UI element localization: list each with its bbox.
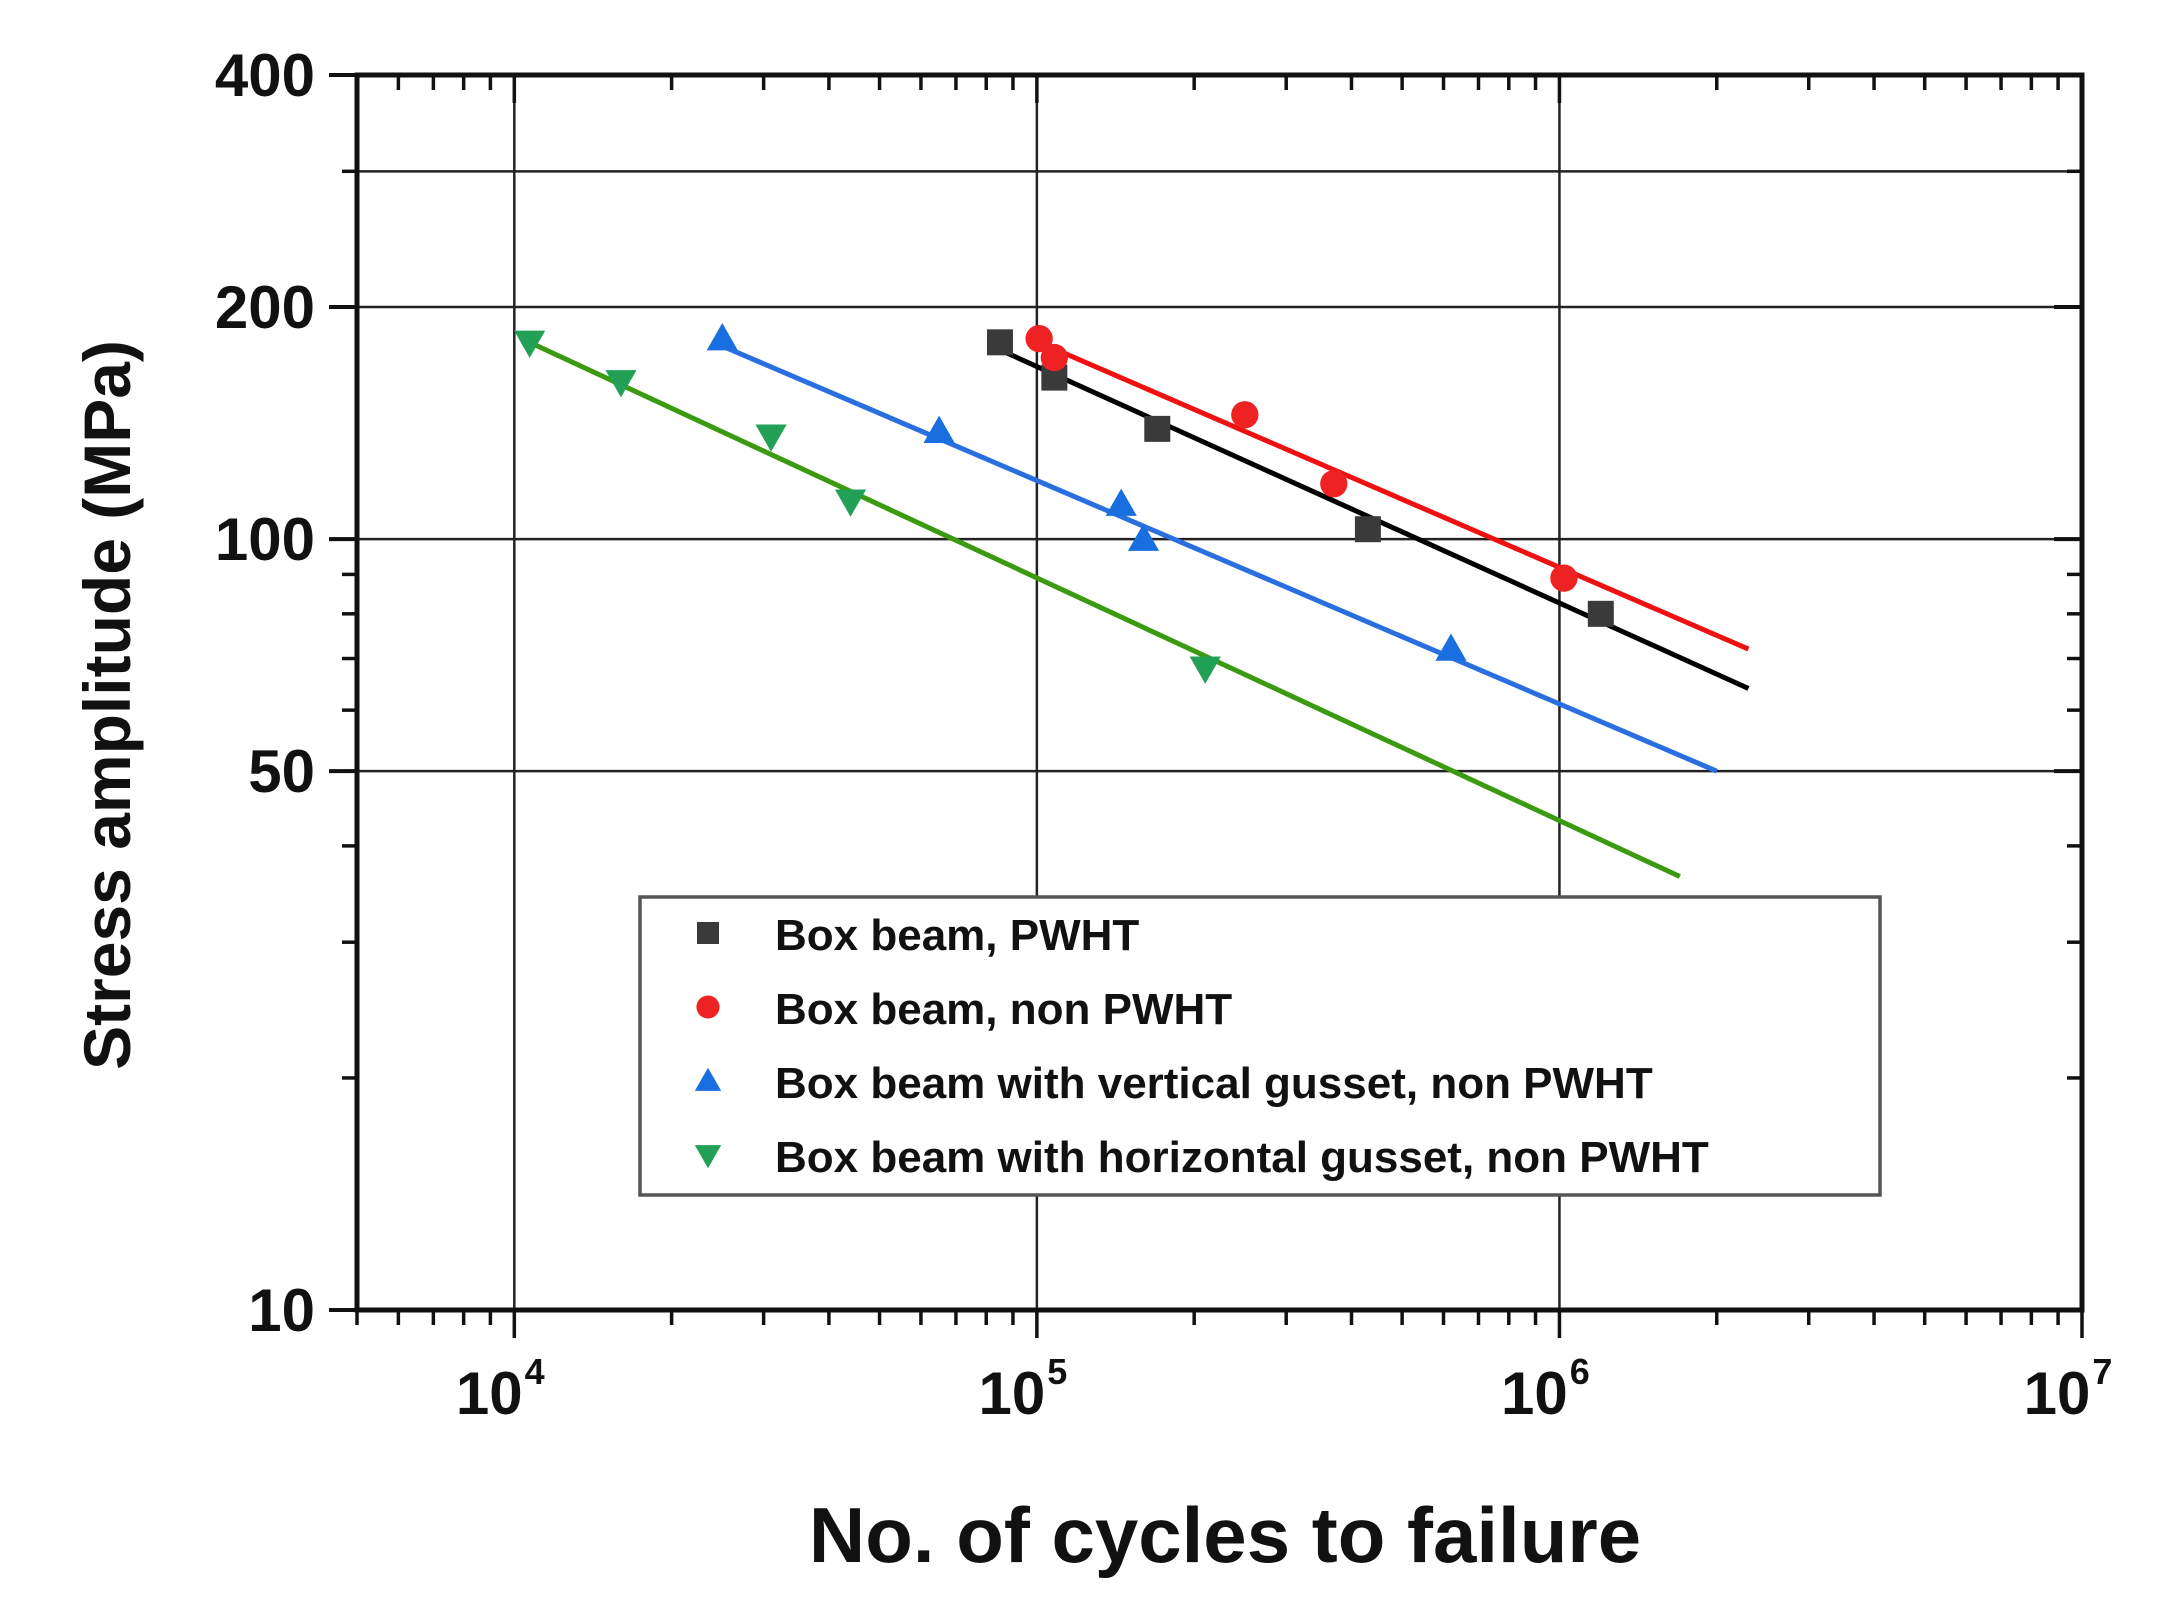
legend-label: Box beam, non PWHT <box>775 985 1232 1034</box>
legend-label: Box beam with vertical gusset, non PWHT <box>775 1059 1653 1108</box>
y-axis-label: Stress amplitude (MPa) <box>70 340 144 1070</box>
y-tick-label: 50 <box>248 738 315 805</box>
fit-line <box>721 343 1718 774</box>
data-point <box>755 424 787 452</box>
data-point <box>1231 401 1259 429</box>
data-point <box>1105 488 1137 516</box>
plot-frame <box>354 72 2085 1313</box>
fit-line <box>1038 340 1750 652</box>
data-point <box>1144 415 1171 442</box>
data-point <box>1354 516 1381 543</box>
data-point <box>1435 633 1467 661</box>
fit-line <box>528 340 1681 879</box>
data-point <box>1587 600 1614 627</box>
data-point <box>1189 656 1221 684</box>
data-point <box>514 330 546 358</box>
data-point <box>1040 343 1068 372</box>
data-point <box>1550 564 1578 592</box>
legend: Box beam, PWHT Box beam, non PWHT Box beam… <box>638 895 1882 1197</box>
data-markers <box>514 323 1614 684</box>
data-point <box>1127 523 1160 551</box>
data-point <box>1320 470 1348 498</box>
y-tick-label: 10 <box>248 1277 315 1344</box>
axes-layer <box>329 72 2085 1338</box>
x-tick-label: 104 <box>456 1351 545 1427</box>
x-tick-label: 105 <box>978 1351 1067 1427</box>
tick-labels: 400 200 100 50 10 104 105 106 107 <box>215 42 2113 1427</box>
y-tick-label: 200 <box>215 274 315 341</box>
data-point <box>986 329 1013 356</box>
legend-marker <box>694 1067 722 1091</box>
y-tick-label: 400 <box>215 42 315 109</box>
x-tick-label: 106 <box>1501 1351 1590 1427</box>
legend-box <box>638 895 1882 1197</box>
legend-label: Box beam, PWHT <box>775 911 1139 960</box>
legend-marker <box>696 995 720 1019</box>
data-point <box>605 370 637 398</box>
legend-marker <box>694 1145 722 1169</box>
y-tick-label: 100 <box>215 506 315 573</box>
data-point <box>923 415 955 443</box>
fit-lines <box>528 340 1750 879</box>
data-point <box>706 323 738 351</box>
x-tick-label: 107 <box>2024 1351 2113 1427</box>
data-point <box>1025 324 1053 353</box>
data-point <box>834 489 867 517</box>
x-axis-label: No. of cycles to failure <box>809 1491 1641 1579</box>
legend-marker <box>697 922 719 944</box>
legend-label: Box beam with horizontal gusset, non PWH… <box>775 1133 1709 1182</box>
